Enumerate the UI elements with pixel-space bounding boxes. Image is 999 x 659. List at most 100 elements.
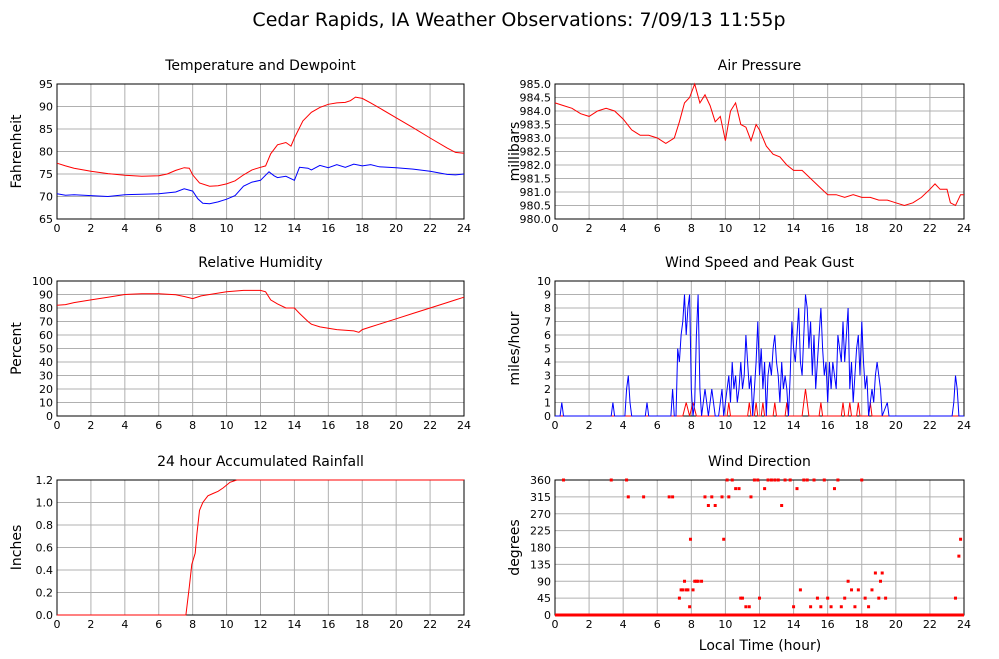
data-point — [677, 596, 681, 600]
panel-title: Temperature and Dewpoint — [164, 58, 356, 74]
panel-title: Wind Direction — [708, 454, 811, 470]
data-point — [686, 588, 690, 592]
data-point — [625, 478, 629, 482]
y-tick-label: 10 — [39, 397, 53, 410]
x-tick-label: 8 — [688, 618, 695, 631]
data-point — [739, 596, 743, 600]
data-point — [863, 596, 867, 600]
x-tick-label: 4 — [620, 419, 627, 432]
data-point — [809, 605, 813, 609]
y-tick-label: 1.0 — [36, 497, 54, 510]
x-tick-label: 4 — [121, 618, 128, 631]
x-tick-label: 12 — [753, 419, 767, 432]
data-point — [846, 579, 850, 583]
x-tick-label: 18 — [355, 419, 369, 432]
y-tick-label: 0.8 — [36, 519, 54, 532]
x-tick-label: 10 — [220, 222, 234, 235]
x-tick-label: 12 — [753, 618, 767, 631]
x-tick-label: 18 — [355, 222, 369, 235]
data-point — [688, 537, 692, 541]
y-tick-label: 4 — [544, 356, 551, 369]
data-point — [722, 537, 726, 541]
data-point — [681, 588, 685, 592]
x-tick-label: 18 — [855, 222, 869, 235]
y-tick-label: 981.5 — [520, 173, 552, 186]
data-point — [684, 588, 688, 592]
y-tick-label: 983.5 — [520, 119, 552, 132]
y-tick-label: 981.0 — [520, 186, 552, 199]
data-point — [856, 588, 860, 592]
y-tick-label: 1 — [544, 397, 551, 410]
x-tick-label: 6 — [654, 222, 661, 235]
x-tick-label: 6 — [654, 419, 661, 432]
data-point — [798, 588, 802, 592]
x-tick-label: 10 — [220, 618, 234, 631]
data-point — [877, 596, 881, 600]
y-tick-label: 10 — [537, 275, 551, 288]
x-tick-label: 18 — [355, 618, 369, 631]
y-tick-label: 315 — [530, 491, 551, 504]
data-point — [832, 487, 836, 491]
data-point — [667, 495, 671, 499]
x-tick-label: 2 — [586, 419, 593, 432]
x-tick-label: 20 — [389, 618, 403, 631]
y-tick-label: 9 — [544, 289, 551, 302]
data-point — [843, 596, 847, 600]
y-tick-label: 0.4 — [36, 564, 54, 577]
data-point — [679, 588, 683, 592]
x-tick-label: 18 — [855, 419, 869, 432]
data-point — [691, 588, 695, 592]
series-line — [555, 388, 964, 417]
panel-title: Air Pressure — [718, 58, 801, 74]
data-point — [870, 588, 874, 592]
data-point — [734, 487, 738, 491]
y-tick-label: 0.0 — [36, 609, 54, 622]
data-point — [815, 596, 819, 600]
x-tick-label: 16 — [821, 419, 835, 432]
series-line — [554, 82, 964, 207]
x-tick-label: 12 — [254, 618, 268, 631]
y-tick-label: 60 — [39, 329, 53, 342]
x-tick-label: 14 — [787, 618, 801, 631]
x-tick-label: 12 — [254, 419, 268, 432]
panel-title: Wind Speed and Peak Gust — [665, 255, 854, 271]
plot-frame — [56, 280, 465, 417]
data-point — [957, 554, 961, 558]
data-point — [953, 596, 957, 600]
data-point — [766, 478, 770, 482]
data-point — [795, 487, 799, 491]
x-tick-label: 4 — [121, 222, 128, 235]
x-tick-label: 16 — [321, 222, 335, 235]
data-point — [747, 605, 751, 609]
x-axis-label: Local Time (hour) — [699, 638, 821, 654]
x-tick-label: 22 — [423, 419, 437, 432]
x-tick-label: 14 — [787, 222, 801, 235]
x-tick-label: 12 — [753, 222, 767, 235]
data-point — [769, 478, 773, 482]
y-tick-label: 3 — [544, 370, 551, 383]
series-line — [57, 479, 464, 616]
x-tick-label: 10 — [220, 419, 234, 432]
data-point — [725, 478, 729, 482]
x-tick-label: 16 — [821, 618, 835, 631]
x-tick-label: 8 — [189, 419, 196, 432]
x-tick-label: 24 — [957, 419, 971, 432]
data-point — [727, 495, 731, 499]
y-tick-label: 0 — [46, 410, 53, 423]
y-axis-label: Inches — [9, 525, 25, 570]
data-point — [783, 478, 787, 482]
y-tick-label: 90 — [537, 575, 551, 588]
x-tick-label: 24 — [957, 222, 971, 235]
x-tick-label: 4 — [121, 419, 128, 432]
x-tick-label: 4 — [620, 618, 627, 631]
x-tick-label: 20 — [889, 419, 903, 432]
data-point — [839, 605, 843, 609]
data-point — [756, 478, 760, 482]
data-point — [737, 487, 741, 491]
y-tick-label: 85 — [39, 123, 53, 136]
y-tick-label: 0 — [544, 609, 551, 622]
